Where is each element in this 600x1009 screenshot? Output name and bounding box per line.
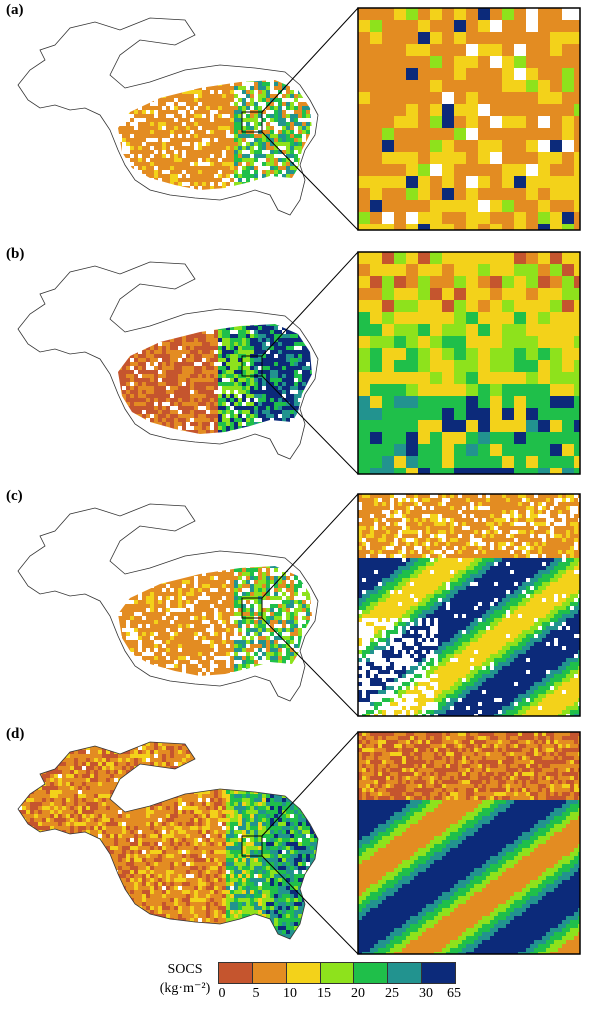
panel-c: (c) — [0, 486, 600, 726]
panel-label: (a) — [6, 2, 24, 19]
legend-title: SOCS (kg·m⁻²) — [154, 960, 216, 998]
legend-swatch — [422, 963, 456, 983]
panel-label: (c) — [6, 488, 23, 505]
legend-swatch — [320, 963, 355, 983]
legend-tick: 15 — [317, 986, 331, 1002]
legend-swatch — [354, 963, 389, 983]
panel-d: (d) — [0, 724, 600, 964]
legend-tick: 30 — [419, 986, 433, 1002]
legend-title-line2: (kg·m⁻²) — [154, 979, 216, 998]
legend-tick: 10 — [283, 986, 297, 1002]
panel-label: (d) — [6, 726, 24, 743]
map-figure — [17, 251, 581, 475]
panel-a: (a) — [0, 0, 600, 240]
legend-swatch — [219, 963, 253, 983]
legend-swatch — [388, 963, 423, 983]
legend-tick: 20 — [351, 986, 365, 1002]
color-legend: SOCS (kg·m⁻²) 0 5 10 15 20 25 30 65 — [150, 958, 600, 1008]
map-figure — [17, 493, 581, 717]
panel-b: (b) — [0, 244, 600, 484]
legend-tick: 0 — [219, 986, 226, 1002]
legend-title-line1: SOCS — [154, 960, 216, 979]
legend-swatch — [286, 963, 321, 983]
legend-tick: 25 — [385, 986, 399, 1002]
legend-tick: 5 — [253, 986, 260, 1002]
map-figure — [17, 7, 581, 231]
legend-swatch — [252, 963, 287, 983]
legend-color-bar — [218, 962, 456, 984]
map-figure — [17, 731, 581, 955]
legend-tick: 65 — [447, 986, 461, 1002]
panel-label: (b) — [6, 246, 24, 263]
